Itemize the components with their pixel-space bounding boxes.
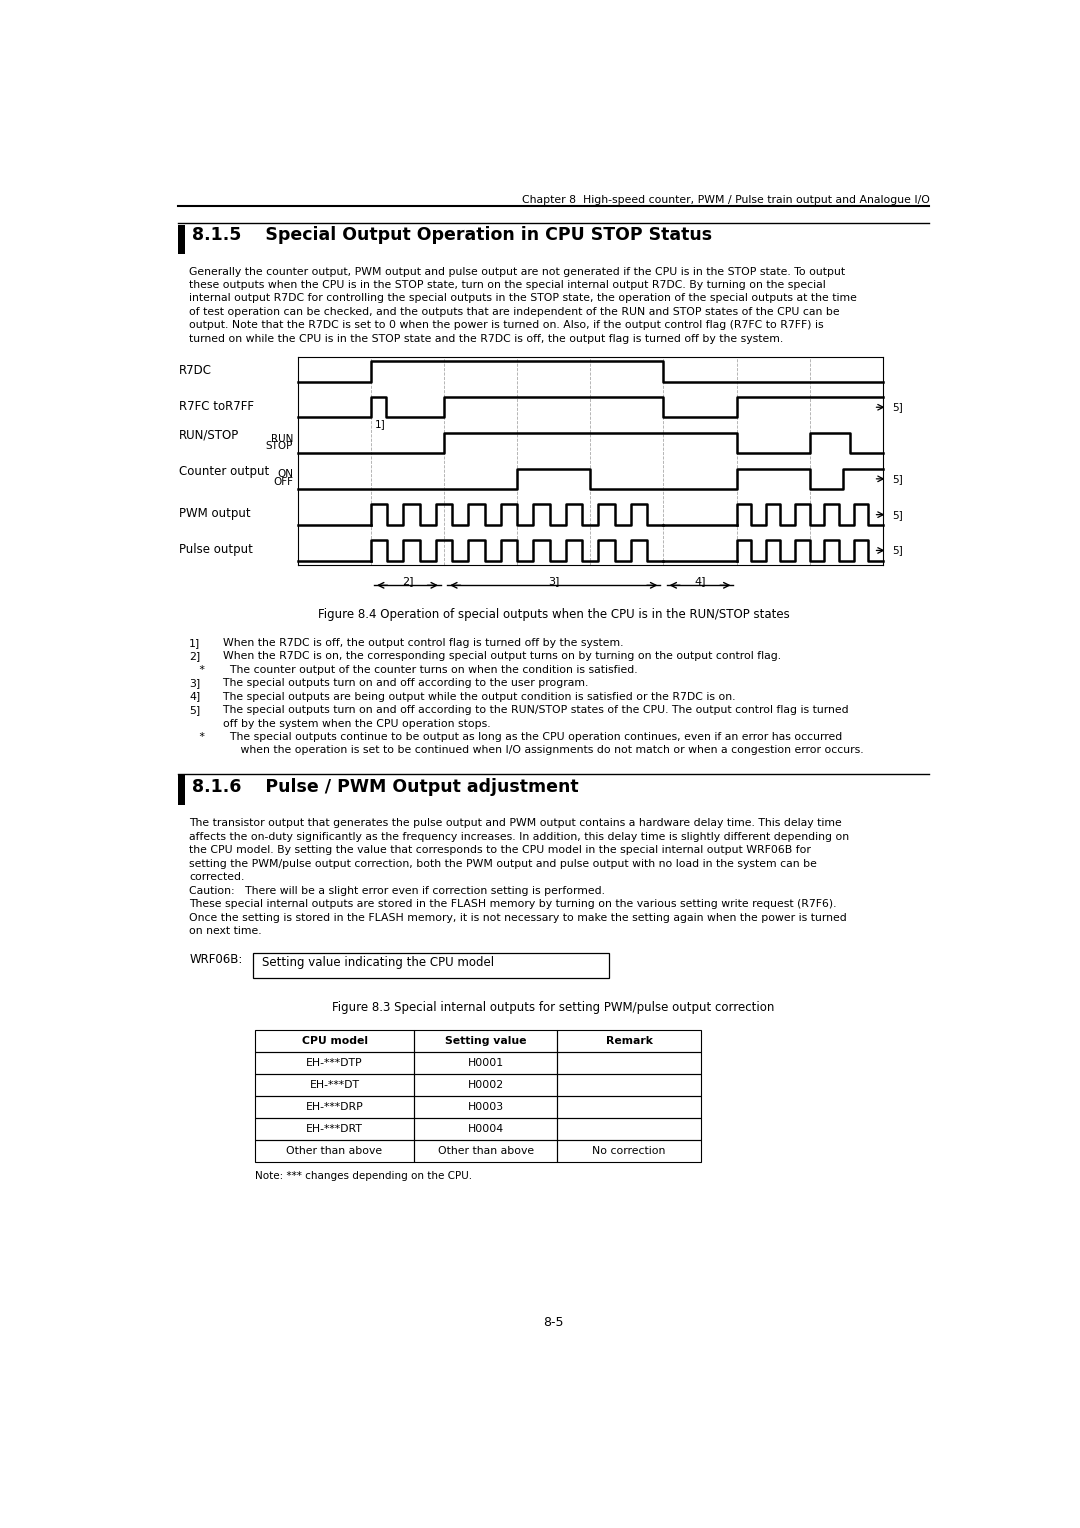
Text: off by the system when the CPU operation stops.: off by the system when the CPU operation…	[216, 718, 491, 729]
Text: The special outputs are being output while the output condition is satisfied or : The special outputs are being output whi…	[216, 692, 735, 701]
Text: These special internal outputs are stored in the FLASH memory by turning on the : These special internal outputs are store…	[189, 898, 837, 909]
Text: When the R7DC is on, the corresponding special output turns on by turning on the: When the R7DC is on, the corresponding s…	[216, 651, 782, 662]
Text: Counter output: Counter output	[179, 465, 269, 478]
Text: Pulse output: Pulse output	[179, 542, 253, 556]
Text: Other than above: Other than above	[437, 1146, 534, 1157]
Bar	[177, 225, 185, 254]
Bar	[177, 775, 185, 805]
Text: RUN: RUN	[271, 434, 293, 443]
Text: 1]: 1]	[375, 419, 386, 429]
Text: STOP: STOP	[266, 442, 293, 451]
Text: H0004: H0004	[468, 1125, 503, 1134]
Text: Caution:   There will be a slight error even if correction setting is performed.: Caution: There will be a slight error ev…	[189, 886, 605, 895]
Text: 8-5: 8-5	[543, 1316, 564, 1329]
Text: EH-***DTP: EH-***DTP	[307, 1059, 363, 1068]
Text: EH-***DT: EH-***DT	[310, 1080, 360, 1089]
Text: H0001: H0001	[468, 1059, 503, 1068]
Text: affects the on-duty significantly as the frequency increases. In addition, this : affects the on-duty significantly as the…	[189, 831, 849, 842]
Text: No correction: No correction	[592, 1146, 665, 1157]
Bar	[414, 1118, 557, 1140]
Text: on next time.: on next time.	[189, 926, 261, 937]
Text: When the R7DC is off, the output control flag is turned off by the system.: When the R7DC is off, the output control…	[216, 637, 624, 648]
Bar	[557, 1074, 701, 1096]
Bar	[255, 1140, 414, 1161]
Bar	[255, 1030, 414, 1053]
Text: setting the PWM/pulse output correction, both the PWM output and pulse output wi: setting the PWM/pulse output correction,…	[189, 859, 818, 868]
Bar	[414, 1074, 557, 1096]
Text: 5]: 5]	[892, 402, 903, 413]
Bar	[557, 1140, 701, 1161]
Text: CPU model: CPU model	[301, 1036, 367, 1047]
Text: R7FC toR7FF: R7FC toR7FF	[179, 400, 254, 413]
Bar	[414, 1096, 557, 1118]
Text: WRF06B:: WRF06B:	[189, 953, 243, 966]
Bar	[414, 1140, 557, 1161]
Text: *: *	[189, 732, 205, 743]
Bar	[255, 1118, 414, 1140]
Bar	[557, 1118, 701, 1140]
Bar	[557, 1053, 701, 1074]
Text: 3]: 3]	[548, 576, 559, 587]
Text: EH-***DRP: EH-***DRP	[306, 1102, 364, 1112]
Text: 8.1.5    Special Output Operation in CPU STOP Status: 8.1.5 Special Output Operation in CPU ST…	[191, 226, 712, 244]
Text: the CPU model. By setting the value that corresponds to the CPU model in the spe: the CPU model. By setting the value that…	[189, 845, 811, 856]
Text: The counter output of the counter turns on when the condition is satisfied.: The counter output of the counter turns …	[216, 665, 638, 674]
Text: Setting value indicating the CPU model: Setting value indicating the CPU model	[262, 957, 495, 969]
Text: 5]: 5]	[189, 704, 201, 715]
Bar	[557, 1030, 701, 1053]
Text: 2]: 2]	[402, 576, 414, 587]
Text: turned on while the CPU is in the STOP state and the R7DC is off, the output fla: turned on while the CPU is in the STOP s…	[189, 335, 783, 344]
Text: Figure 8.3 Special internal outputs for setting PWM/pulse output correction: Figure 8.3 Special internal outputs for …	[333, 1001, 774, 1015]
Text: these outputs when the CPU is in the STOP state, turn on the special internal ou: these outputs when the CPU is in the STO…	[189, 280, 826, 290]
Text: when the operation is set to be continued when I/O assignments do not match or w: when the operation is set to be continue…	[216, 746, 864, 755]
Text: internal output R7DC for controlling the special outputs in the STOP state, the : internal output R7DC for controlling the…	[189, 293, 858, 304]
Text: 4]: 4]	[694, 576, 705, 587]
Text: Note: *** changes depending on the CPU.: Note: *** changes depending on the CPU.	[255, 1172, 472, 1181]
Text: *: *	[189, 665, 205, 674]
Text: 4]: 4]	[189, 692, 201, 701]
Text: OFF: OFF	[273, 477, 293, 487]
Text: H0002: H0002	[468, 1080, 503, 1089]
Text: H0003: H0003	[468, 1102, 503, 1112]
Text: 5]: 5]	[892, 510, 903, 520]
Text: RUN/STOP: RUN/STOP	[179, 429, 240, 442]
Text: PWM output: PWM output	[179, 507, 251, 521]
Text: Once the setting is stored in the FLASH memory, it is not necessary to make the : Once the setting is stored in the FLASH …	[189, 912, 847, 923]
Text: Remark: Remark	[606, 1036, 652, 1047]
Text: 5]: 5]	[892, 474, 903, 484]
Bar	[414, 1030, 557, 1053]
Text: corrected.: corrected.	[189, 872, 245, 882]
Bar	[557, 1096, 701, 1118]
Text: Figure 8.4 Operation of special outputs when the CPU is in the RUN/STOP states: Figure 8.4 Operation of special outputs …	[318, 608, 789, 622]
Text: Other than above: Other than above	[286, 1146, 382, 1157]
Text: Generally the counter output, PWM output and pulse output are not generated if t: Generally the counter output, PWM output…	[189, 266, 846, 277]
Bar	[255, 1096, 414, 1118]
Text: output. Note that the R7DC is set to 0 when the power is turned on. Also, if the: output. Note that the R7DC is set to 0 w…	[189, 321, 824, 330]
Text: EH-***DRT: EH-***DRT	[306, 1125, 363, 1134]
Text: 1]: 1]	[189, 637, 201, 648]
Text: The transistor output that generates the pulse output and PWM output contains a : The transistor output that generates the…	[189, 817, 842, 828]
Text: of test operation can be checked, and the outputs that are independent of the RU: of test operation can be checked, and th…	[189, 307, 840, 316]
Text: Setting value: Setting value	[445, 1036, 526, 1047]
Text: R7DC: R7DC	[179, 364, 212, 377]
Bar	[253, 953, 609, 978]
Bar	[255, 1053, 414, 1074]
Text: The special outputs continue to be output as long as the CPU operation continues: The special outputs continue to be outpu…	[216, 732, 842, 743]
Text: 2]: 2]	[189, 651, 201, 662]
Bar	[414, 1053, 557, 1074]
Bar	[255, 1074, 414, 1096]
Text: 8.1.6    Pulse / PWM Output adjustment: 8.1.6 Pulse / PWM Output adjustment	[191, 778, 578, 796]
Text: 3]: 3]	[189, 678, 201, 688]
Text: The special outputs turn on and off according to the RUN/STOP states of the CPU.: The special outputs turn on and off acco…	[216, 704, 849, 715]
Text: ON: ON	[278, 469, 293, 480]
Text: 5]: 5]	[892, 545, 903, 556]
Text: Chapter 8  High-speed counter, PWM / Pulse train output and Analogue I/O: Chapter 8 High-speed counter, PWM / Puls…	[522, 196, 930, 205]
Text: The special outputs turn on and off according to the user program.: The special outputs turn on and off acco…	[216, 678, 589, 688]
